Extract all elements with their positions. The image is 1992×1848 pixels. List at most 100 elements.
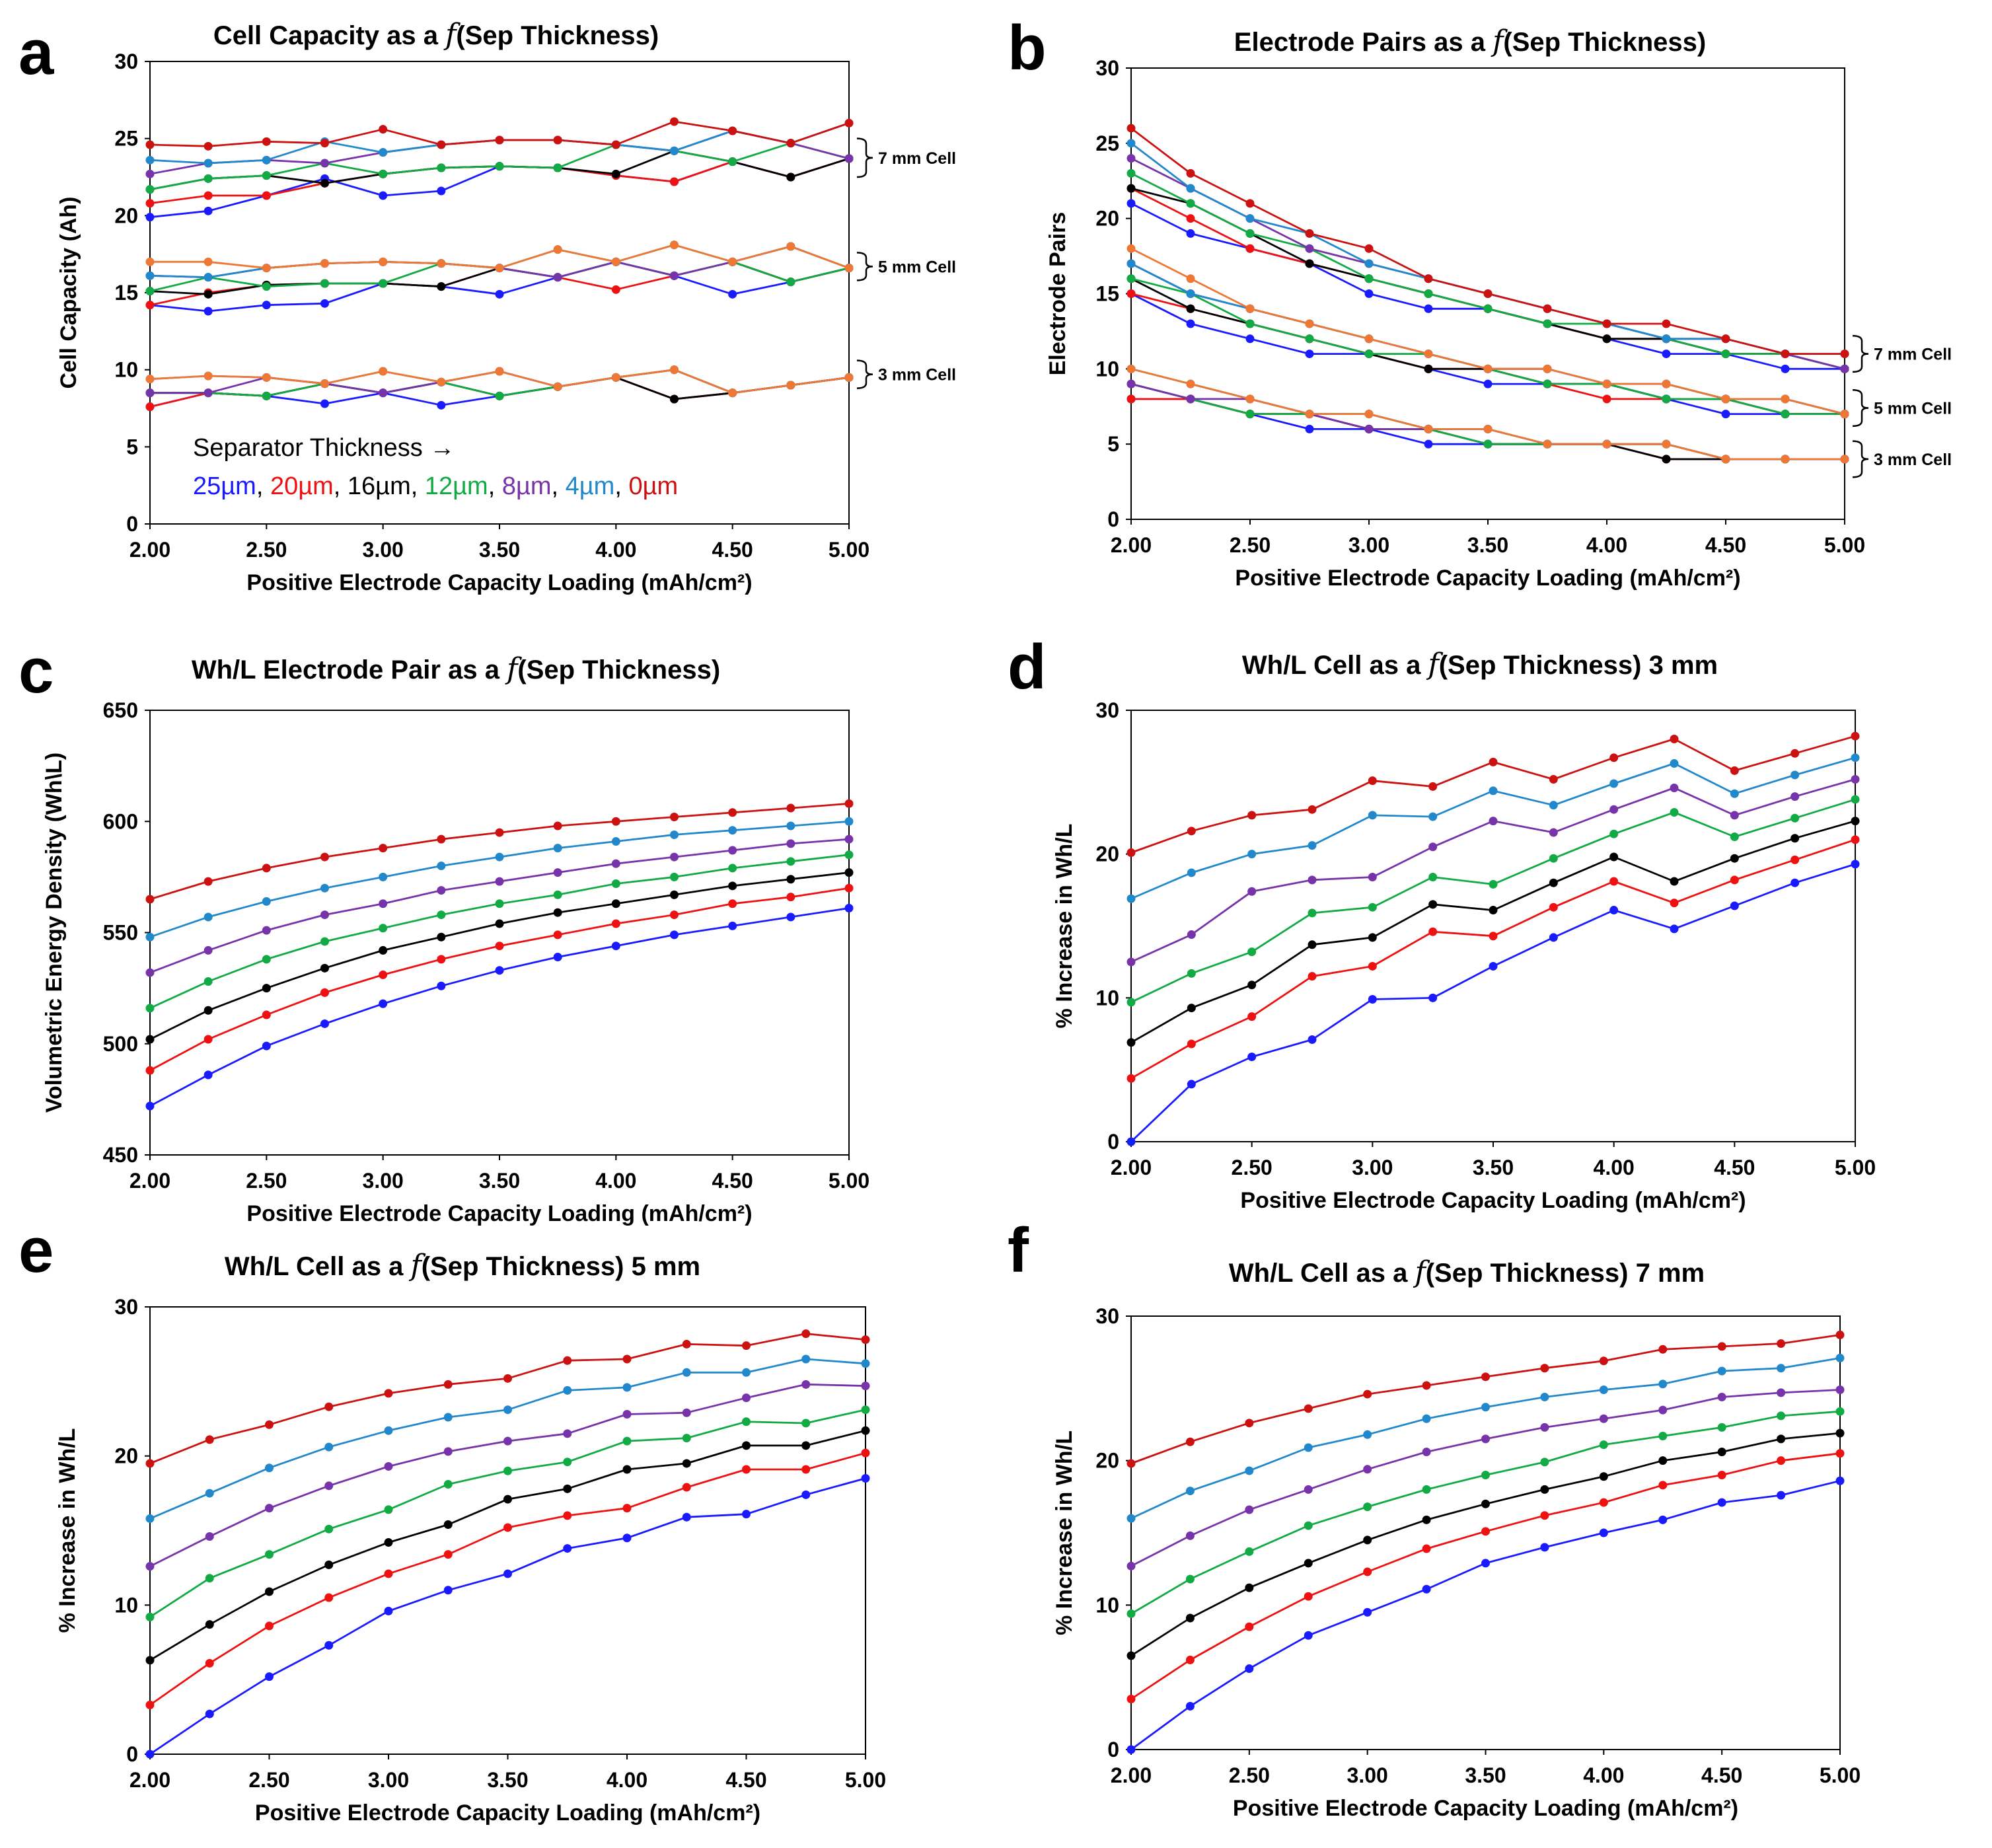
data-point-f-4-10 — [1717, 1392, 1726, 1401]
data-point-e-1-1 — [205, 1658, 214, 1668]
data-point-e-2-8 — [622, 1465, 632, 1474]
data-point-c-6-3 — [320, 852, 329, 862]
bracket-label-b-1: 5 mm Cell — [1874, 400, 1952, 418]
data-point-d-4-0 — [1126, 957, 1136, 967]
data-point-f-0-6 — [1481, 1559, 1490, 1568]
data-point-e-4-1 — [205, 1532, 214, 1541]
data-point-d-1-5 — [1428, 927, 1438, 936]
x-tick-label-c-3: 3.50 — [479, 1169, 520, 1193]
data-point-f-4-11 — [1777, 1388, 1786, 1397]
x-axis-label-c: Positive Electrode Capacity Loading (mAh… — [246, 1201, 752, 1226]
data-point-c-1-10 — [728, 899, 737, 908]
y-axis-label-c: Volumetric Energy Density (Wh\L) — [42, 753, 67, 1113]
data-point-d-1-11 — [1790, 855, 1800, 864]
y-tick-label-b-5: 25 — [1095, 131, 1119, 155]
data-point-d-4-9 — [1670, 784, 1679, 793]
data-point-b-6-1 — [1186, 168, 1195, 178]
data-point-c-5-2 — [262, 897, 271, 906]
series-line-b-5 — [1130, 142, 1845, 355]
data-point-c-3-5 — [437, 910, 446, 920]
data-point-e-0-1 — [205, 1709, 214, 1719]
data-point-e-5-3 — [324, 1442, 334, 1452]
bracket-a-1 — [856, 252, 873, 281]
data-point-b-2-0 — [1126, 184, 1136, 193]
data-point-d-6-1 — [1187, 827, 1196, 836]
data-point-d-6-0 — [1126, 848, 1136, 857]
panel-f: f Wh/L Cell as a 𝑓(Sep Thickness) 7 mm 0… — [1008, 1215, 1861, 1821]
data-point-b-6-7 — [1543, 304, 1552, 313]
data-point-a-7-1 — [203, 307, 213, 316]
series-line-e-1 — [149, 1452, 866, 1706]
data-point-c-4-11 — [786, 839, 795, 848]
plot-area-c: 450 500 550 600 650 2.00 2.50 3.00 3.50 4.00 4.50 5… — [42, 698, 869, 1226]
data-point-b-7-3 — [1305, 350, 1314, 359]
data-point-f-2-1 — [1185, 1613, 1195, 1623]
data-point-b-20-8 — [1602, 439, 1611, 449]
data-point-c-3-8 — [611, 879, 620, 888]
x-tick-label-f-1: 2.50 — [1229, 1763, 1270, 1787]
data-point-e-6-0 — [145, 1459, 155, 1468]
bracket-label-a-1: 5 mm Cell — [878, 258, 956, 276]
data-point-d-2-5 — [1428, 900, 1438, 909]
y-tick-label-c-0: 450 — [103, 1143, 138, 1167]
data-point-a-8-8 — [611, 285, 620, 294]
data-point-a-11-7 — [553, 273, 562, 282]
data-point-e-6-12 — [861, 1335, 870, 1345]
panel-b: b Electrode Pairs as a 𝑓(Sep Thickness) … — [1008, 13, 1952, 591]
data-point-f-4-8 — [1599, 1414, 1608, 1423]
data-point-a-13-2 — [262, 264, 271, 273]
data-point-a-20-10 — [728, 388, 737, 398]
data-point-e-6-2 — [265, 1420, 274, 1429]
bracket-label-b-2: 3 mm Cell — [1874, 451, 1952, 469]
y-tick-label-b-0: 0 — [1107, 507, 1119, 531]
data-point-d-3-5 — [1428, 872, 1438, 881]
panel-f-letter: f — [1008, 1215, 1029, 1286]
data-point-f-4-7 — [1540, 1423, 1549, 1432]
plot-area-e: 0 10 20 30 2.00 2.50 3.00 3.50 4.00 4.50 5.00 Posit… — [55, 1295, 886, 1826]
series-line-b-12 — [1130, 262, 1845, 415]
legend-entry-20um: 20µm — [270, 472, 334, 500]
y-axis-label-d: % Increase in Wh/L — [1052, 824, 1077, 1029]
plot-area-f: 0 10 20 30 2.00 2.50 3.00 3.50 4.00 4.50 5.00 Posit… — [1052, 1304, 1861, 1821]
y-axis-label-e: % Increase in Wh/L — [55, 1428, 80, 1633]
data-point-d-4-11 — [1790, 792, 1800, 801]
data-point-e-0-5 — [443, 1586, 453, 1595]
data-point-f-2-8 — [1599, 1472, 1608, 1481]
data-point-a-10-11 — [786, 277, 795, 287]
data-point-d-0-11 — [1790, 878, 1800, 887]
data-point-f-2-6 — [1481, 1499, 1490, 1508]
data-point-b-3-4 — [1364, 274, 1374, 283]
data-point-d-1-10 — [1730, 875, 1739, 885]
data-point-d-5-8 — [1609, 779, 1619, 788]
data-point-f-0-5 — [1422, 1584, 1431, 1594]
data-point-a-2-3 — [320, 178, 329, 188]
data-point-f-2-2 — [1245, 1583, 1254, 1592]
data-point-c-2-11 — [786, 875, 795, 884]
data-point-e-5-5 — [443, 1413, 453, 1422]
data-point-e-2-0 — [145, 1656, 155, 1665]
data-point-b-6-10 — [1721, 334, 1730, 344]
data-point-a-10-0 — [145, 287, 155, 296]
panel-c-letter: c — [18, 636, 54, 706]
data-point-b-13-10 — [1721, 394, 1730, 404]
y-tick-label-a-5: 25 — [114, 127, 138, 151]
series-line-f-0 — [1130, 1479, 1841, 1751]
data-point-f-3-1 — [1185, 1574, 1195, 1584]
data-point-c-5-10 — [728, 826, 737, 835]
data-point-a-16-9 — [670, 394, 679, 404]
data-point-c-1-1 — [203, 1035, 213, 1044]
data-point-e-6-5 — [443, 1380, 453, 1389]
data-point-e-4-11 — [801, 1380, 811, 1389]
series-line-d-2 — [1130, 820, 1856, 1044]
data-point-d-6-11 — [1790, 749, 1800, 758]
data-point-b-2-8 — [1602, 334, 1611, 344]
data-point-d-3-11 — [1790, 813, 1800, 823]
data-point-f-3-5 — [1422, 1485, 1431, 1494]
data-point-d-0-0 — [1126, 1137, 1136, 1146]
data-point-e-2-11 — [801, 1441, 811, 1450]
data-point-e-2-6 — [503, 1495, 512, 1504]
data-point-e-1-6 — [503, 1523, 512, 1532]
data-point-c-5-7 — [553, 844, 562, 853]
data-point-a-6-6 — [495, 135, 504, 145]
data-point-e-6-7 — [563, 1356, 572, 1365]
